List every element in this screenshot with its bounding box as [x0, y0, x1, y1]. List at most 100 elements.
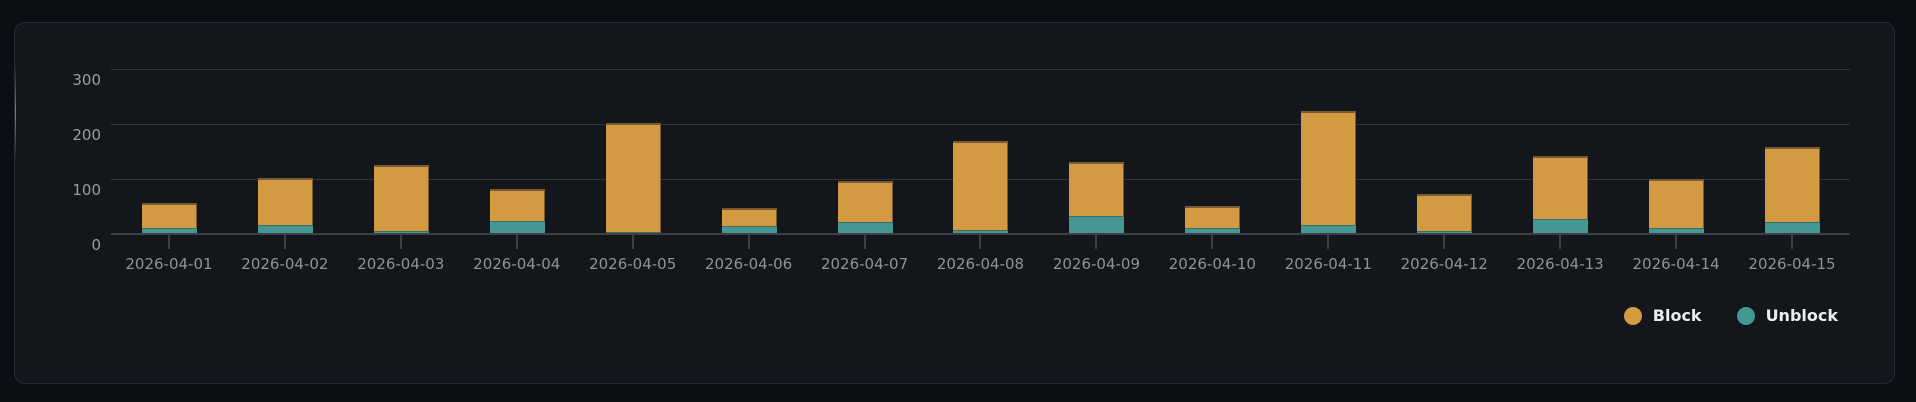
bar-group[interactable]: 2026-04-12 — [1386, 69, 1502, 273]
bar-segment-unblock[interactable] — [1069, 215, 1125, 233]
bar-segment-block[interactable] — [1417, 193, 1473, 231]
x-axis-baseline — [111, 233, 1850, 235]
bar-segment-unblock[interactable] — [489, 220, 545, 233]
bar-group[interactable]: 2026-04-08 — [923, 69, 1039, 273]
bar-segment-block[interactable] — [1069, 162, 1125, 216]
y-tick-label: 300 — [72, 71, 101, 89]
x-tick-mark — [1675, 235, 1678, 249]
stacked-bar[interactable] — [1765, 147, 1821, 233]
y-tick-label: 200 — [72, 126, 101, 144]
bar-group[interactable]: 2026-04-07 — [807, 69, 923, 273]
stacked-bar[interactable] — [257, 178, 313, 233]
x-tick-mark — [283, 235, 286, 249]
bar-segment-block[interactable] — [1765, 147, 1821, 222]
bar-segment-block[interactable] — [489, 189, 545, 221]
x-tick-label: 2026-04-06 — [705, 255, 793, 273]
stacked-bar[interactable] — [141, 202, 197, 233]
bar-group[interactable]: 2026-04-14 — [1618, 69, 1734, 273]
bar-segment-unblock[interactable] — [837, 222, 893, 233]
stacked-bar[interactable] — [489, 189, 545, 233]
bar-segment-unblock[interactable] — [1649, 227, 1705, 233]
bar-segment-unblock[interactable] — [1301, 224, 1357, 233]
stacked-bar[interactable] — [373, 164, 429, 233]
bar-group[interactable]: 2026-04-13 — [1502, 69, 1618, 273]
stacked-bar[interactable] — [1533, 156, 1589, 233]
x-tick-label: 2026-04-03 — [357, 255, 445, 273]
bar-group[interactable]: 2026-04-04 — [459, 69, 575, 273]
legend-label: Unblock — [1765, 306, 1838, 325]
gridline — [111, 124, 1850, 125]
card-top-highlight — [315, 22, 1015, 23]
stacked-bar[interactable] — [953, 141, 1009, 233]
bar-segment-unblock[interactable] — [257, 224, 313, 233]
bar-segment-block[interactable] — [953, 141, 1009, 230]
x-tick-label: 2026-04-05 — [589, 255, 677, 273]
legend: Block Unblock — [1589, 306, 1838, 325]
bar-segment-unblock[interactable] — [953, 229, 1009, 233]
bar-segment-block[interactable] — [1649, 178, 1705, 228]
bar-group[interactable]: 2026-04-01 — [111, 69, 227, 273]
x-tick-label: 2026-04-07 — [820, 255, 909, 273]
bar-group[interactable]: 2026-04-11 — [1270, 69, 1386, 273]
chart-card: 300 200 100 0 2026-04-01 2026-04-02 2026-0… — [14, 22, 1895, 384]
y-tick-label: 0 — [91, 236, 101, 254]
bar-segment-unblock[interactable] — [141, 227, 197, 233]
stacked-bar[interactable] — [721, 208, 777, 233]
bar-group[interactable]: 2026-04-06 — [691, 69, 807, 273]
x-tick-mark — [747, 235, 750, 249]
x-tick-label: 2026-04-09 — [1052, 255, 1140, 273]
bar-segment-block[interactable] — [721, 208, 777, 227]
bar-group[interactable]: 2026-04-03 — [343, 69, 459, 273]
bar-segment-block[interactable] — [837, 181, 893, 222]
bar-segment-block[interactable] — [141, 202, 197, 228]
stacked-bar[interactable] — [837, 181, 893, 233]
bar-segment-unblock[interactable] — [1533, 218, 1589, 233]
x-tick-mark — [979, 235, 982, 249]
bar-segment-block[interactable] — [373, 164, 429, 231]
x-tick-label: 2026-04-13 — [1516, 255, 1604, 273]
bar-segment-unblock[interactable] — [1765, 222, 1821, 233]
x-tick-label: 2026-04-04 — [473, 255, 561, 273]
legend-label: Block — [1652, 306, 1702, 325]
x-tick-label: 2026-04-14 — [1632, 255, 1720, 273]
bar-segment-block[interactable] — [1185, 205, 1241, 228]
stacked-bar[interactable] — [1417, 193, 1473, 233]
x-tick-label: 2026-04-01 — [125, 255, 213, 273]
bar-segment-block[interactable] — [257, 178, 313, 225]
x-tick-mark — [1327, 235, 1330, 249]
x-tick-mark — [1791, 235, 1794, 249]
stacked-bar[interactable] — [1185, 205, 1241, 233]
bar-segment-block[interactable] — [1533, 156, 1589, 219]
legend-item-block[interactable]: Block — [1623, 306, 1702, 325]
bar-segment-block[interactable] — [605, 123, 661, 232]
stacked-bar[interactable] — [605, 123, 661, 233]
gridline — [111, 69, 1850, 70]
bar-segment-unblock[interactable] — [605, 232, 661, 233]
legend-dot-icon — [1736, 306, 1755, 325]
bar-group[interactable]: 2026-04-02 — [227, 69, 343, 273]
y-tick-label: 100 — [72, 181, 101, 199]
x-tick-label: 2026-04-12 — [1400, 255, 1488, 273]
x-tick-mark — [863, 235, 866, 249]
legend-item-unblock[interactable]: Unblock — [1736, 306, 1838, 325]
stacked-bar[interactable] — [1301, 110, 1357, 233]
bar-group[interactable]: 2026-04-05 — [575, 69, 691, 273]
bar-group[interactable]: 2026-04-10 — [1154, 69, 1270, 273]
bar-segment-unblock[interactable] — [373, 230, 429, 233]
card-bottom-highlight — [1115, 383, 1815, 384]
bar-segment-unblock[interactable] — [1185, 227, 1241, 233]
x-tick-label: 2026-04-15 — [1748, 255, 1836, 273]
stacked-bar[interactable] — [1069, 162, 1125, 233]
bar-segment-unblock[interactable] — [721, 226, 777, 233]
x-tick-label: 2026-04-02 — [241, 255, 329, 273]
bar-group[interactable]: 2026-04-09 — [1038, 69, 1154, 273]
x-tick-mark — [399, 235, 402, 249]
stacked-bar[interactable] — [1649, 178, 1705, 233]
x-tick-mark — [1211, 235, 1214, 249]
bar-segment-unblock[interactable] — [1417, 230, 1473, 233]
x-tick-label: 2026-04-11 — [1284, 255, 1372, 273]
bar-segment-block[interactable] — [1301, 110, 1357, 225]
bar-series: 2026-04-01 2026-04-02 2026-04-03 2026-04-04… — [111, 69, 1850, 273]
x-tick-mark — [1443, 235, 1446, 249]
bar-group[interactable]: 2026-04-15 — [1734, 69, 1850, 273]
